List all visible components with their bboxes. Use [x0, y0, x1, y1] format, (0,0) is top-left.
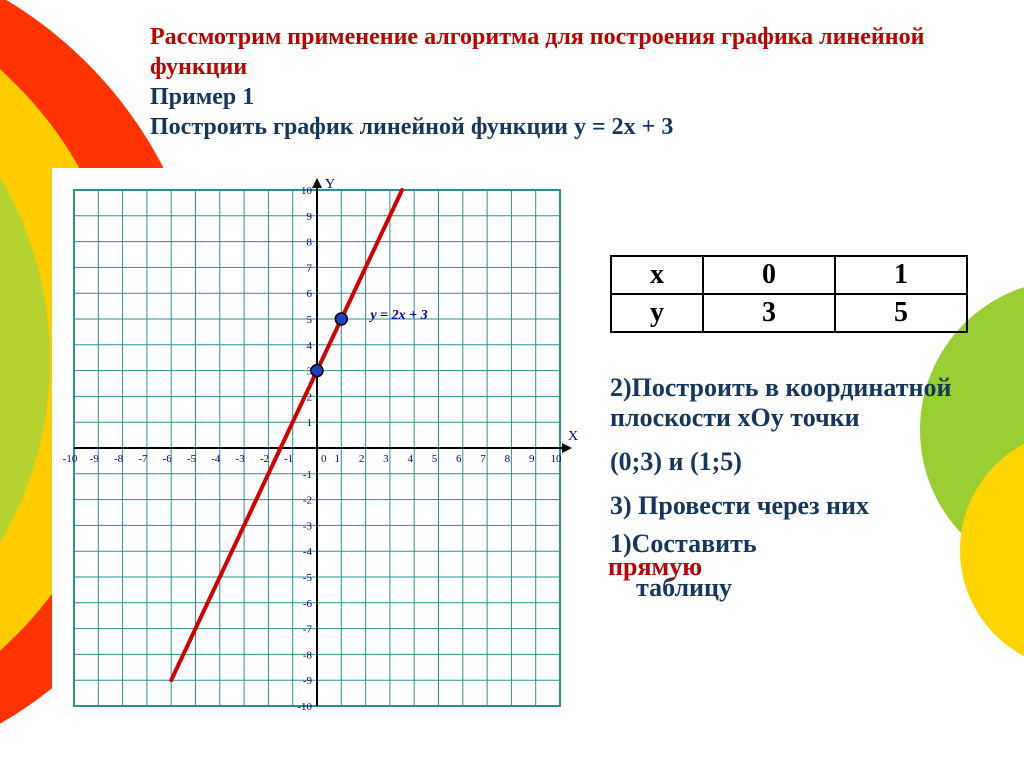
svg-text:10: 10 [301, 185, 313, 197]
svg-text:-8: -8 [303, 649, 313, 661]
svg-text:-4: -4 [303, 546, 313, 558]
svg-text:-9: -9 [303, 675, 313, 687]
svg-text:-7: -7 [138, 453, 148, 465]
svg-text:-3: -3 [303, 520, 313, 532]
svg-text:-10: -10 [297, 701, 312, 713]
svg-text:X: X [568, 429, 578, 444]
svg-text:2: 2 [359, 453, 365, 465]
svg-text:8: 8 [307, 237, 313, 249]
table-cell: y [611, 294, 703, 332]
svg-text:9: 9 [529, 453, 535, 465]
svg-text:1: 1 [307, 417, 313, 429]
svg-text:-5: -5 [303, 572, 313, 584]
svg-text:-1: -1 [303, 469, 312, 481]
svg-text:-10: -10 [63, 453, 78, 465]
title-example: Пример 1 [150, 82, 994, 112]
svg-text:-5: -5 [187, 453, 197, 465]
svg-text:y = 2x + 3: y = 2x + 3 [368, 308, 427, 323]
svg-text:0: 0 [321, 453, 327, 465]
svg-text:-4: -4 [211, 453, 221, 465]
step-3: 3) Провести через них [610, 491, 1004, 521]
svg-text:5: 5 [307, 314, 313, 326]
step-3-red-tail: прямую [608, 552, 702, 582]
linear-function-chart: -10-9-8-7-6-5-4-3-2-1012345678910-10-9-8… [52, 168, 582, 728]
title-red-line: Рассмотрим применение алгоритма для пост… [150, 22, 994, 82]
step-2a: 2)Построить в координатной плоскости хОу… [610, 373, 1004, 433]
svg-text:1: 1 [335, 453, 341, 465]
svg-text:-6: -6 [163, 453, 173, 465]
svg-text:9: 9 [307, 211, 313, 223]
title-task: Построить график линейной функции y = 2x… [150, 112, 994, 142]
svg-text:-8: -8 [114, 453, 124, 465]
svg-text:8: 8 [505, 453, 511, 465]
value-table: x 0 1 y 3 5 [610, 255, 968, 333]
svg-text:-2: -2 [303, 495, 312, 507]
svg-text:-2: -2 [260, 453, 269, 465]
svg-text:6: 6 [456, 453, 462, 465]
svg-text:-3: -3 [236, 453, 246, 465]
svg-text:3: 3 [383, 453, 389, 465]
svg-text:-9: -9 [90, 453, 100, 465]
svg-text:-7: -7 [303, 624, 313, 636]
table-cell: 1 [835, 256, 967, 294]
slide-title: Рассмотрим применение алгоритма для пост… [150, 22, 994, 142]
svg-text:5: 5 [432, 453, 438, 465]
svg-text:4: 4 [407, 453, 413, 465]
table-row: y 3 5 [611, 294, 967, 332]
step-2b: (0;3) и (1;5) [610, 447, 1004, 477]
svg-text:6: 6 [307, 288, 313, 300]
table-cell: 5 [835, 294, 967, 332]
table-cell: x [611, 256, 703, 294]
svg-text:10: 10 [551, 453, 563, 465]
table-row: x 0 1 [611, 256, 967, 294]
arc-inner [0, 0, 50, 720]
table-cell: 3 [703, 294, 835, 332]
svg-text:7: 7 [480, 453, 486, 465]
svg-text:4: 4 [307, 340, 313, 352]
svg-text:7: 7 [307, 262, 313, 274]
svg-text:-1: -1 [284, 453, 293, 465]
svg-text:-6: -6 [303, 598, 313, 610]
svg-text:Y: Y [325, 177, 335, 192]
table-cell: 0 [703, 256, 835, 294]
